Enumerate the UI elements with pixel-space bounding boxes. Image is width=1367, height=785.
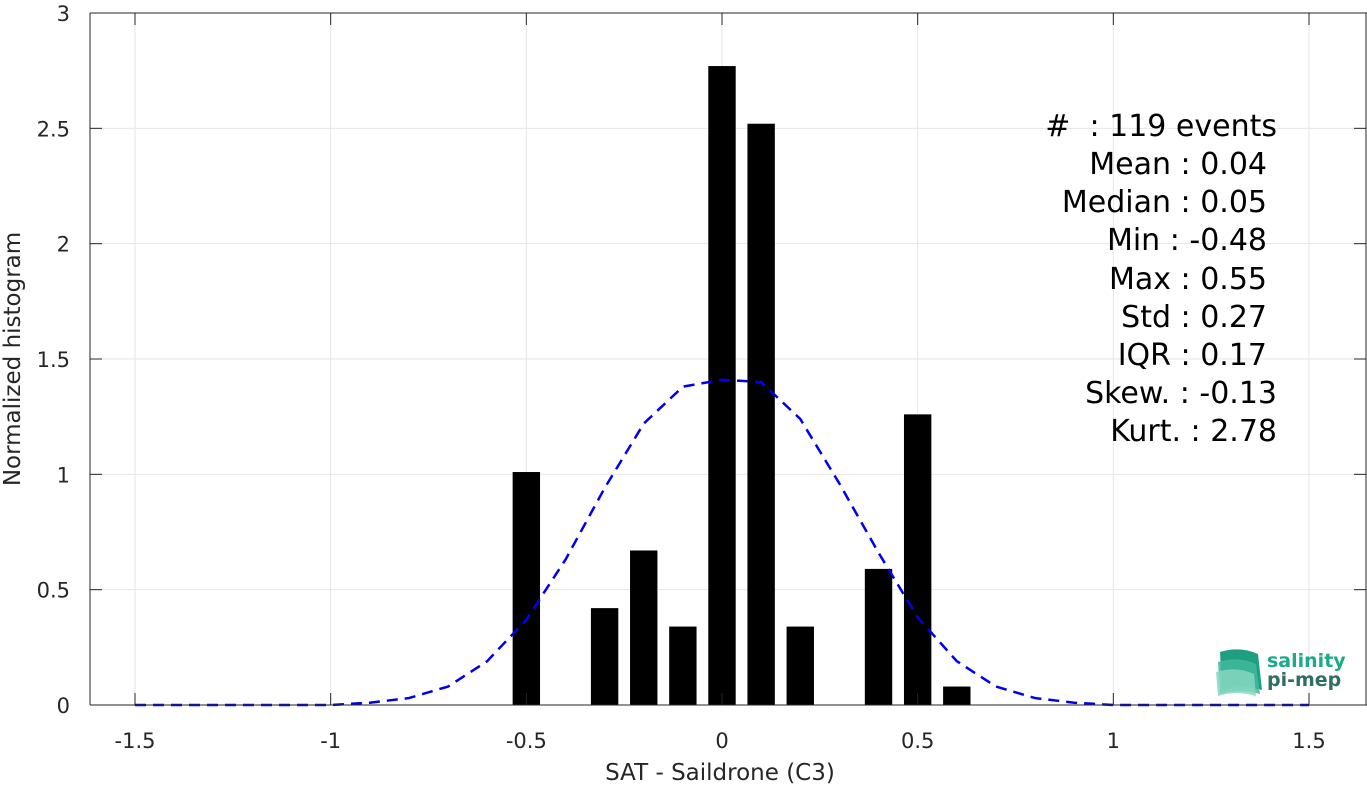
histogram-bar	[669, 626, 697, 705]
logo-line1: salinity	[1267, 650, 1346, 672]
stat-kurt: Kurt. : 2.78	[1110, 414, 1277, 449]
stat-events: # : 119 events	[1045, 109, 1277, 144]
y-axis-label: Normalized histogram	[0, 232, 26, 486]
gaussian-fit-line	[135, 378, 1309, 707]
histogram-bar	[630, 550, 658, 705]
y-tick-label: 1.5	[37, 348, 70, 372]
histogram-bar	[747, 123, 775, 706]
histogram-bar	[786, 626, 814, 705]
gaussian-fit	[135, 378, 1309, 707]
histogram-bar	[903, 414, 932, 705]
axes	[89, 12, 1367, 706]
y-tick-label: 2	[57, 233, 70, 257]
tick-labels: -1.5 -1 -0.5 0 0.5 1 1.5 0 0.5 1 1.5 2 2.5 3	[37, 2, 1326, 753]
statistics-box: # : 119 events Mean : 0.04 Median : 0.05…	[1045, 109, 1277, 449]
y-tick-label: 2.5	[37, 117, 70, 141]
histogram-bar	[708, 66, 736, 705]
logo-line2: pi-mep	[1267, 669, 1341, 691]
y-tick-label: 0	[57, 694, 70, 718]
wave-icon	[1216, 649, 1262, 696]
histogram-bar	[864, 568, 893, 705]
x-tick-label: 1.5	[1292, 729, 1325, 753]
x-tick-label: 1	[1107, 729, 1120, 753]
x-axis-label: SAT - Saildrone (C3)	[605, 760, 835, 785]
stat-median: Median : 0.05	[1062, 185, 1267, 220]
histogram-bar	[590, 608, 619, 705]
histogram-bar	[512, 472, 541, 705]
stat-skew: Skew. : -0.13	[1085, 376, 1277, 411]
stat-std: Std : 0.27	[1121, 300, 1267, 335]
salinity-pi-mep-logo: salinity pi-mep	[1216, 649, 1346, 696]
x-tick-label: -1.5	[115, 729, 156, 753]
stat-max: Max : 0.55	[1109, 262, 1267, 297]
y-tick-label: 0.5	[37, 579, 70, 603]
x-tick-label: 0	[715, 729, 728, 753]
x-tick-label: -1	[320, 729, 341, 753]
histogram-bars	[512, 66, 971, 706]
stat-min: Min : -0.48	[1107, 223, 1267, 258]
stat-mean: Mean : 0.04	[1089, 147, 1267, 182]
y-tick-label: 1	[57, 463, 70, 487]
y-tick-label: 3	[57, 2, 70, 26]
stat-iqr: IQR : 0.17	[1118, 338, 1267, 373]
histogram-bar	[943, 686, 971, 705]
x-tick-label: -0.5	[506, 729, 547, 753]
x-tick-label: 0.5	[901, 729, 934, 753]
